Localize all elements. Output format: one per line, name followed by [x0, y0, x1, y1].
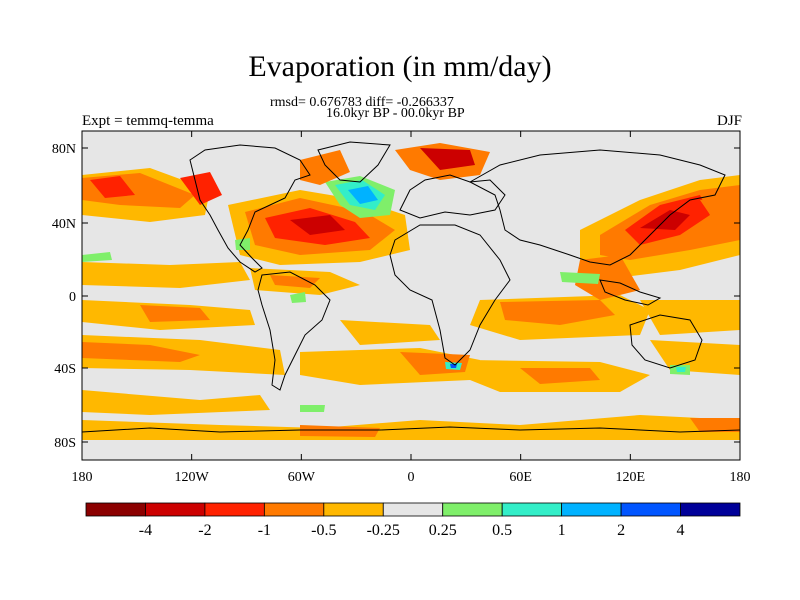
colorbar-swatch [323, 502, 384, 517]
continent-outlines [82, 141, 740, 433]
colorbar-swatch [442, 502, 503, 517]
colorbar-label: 2 [617, 522, 625, 539]
colorbar-label: 0.5 [492, 522, 512, 539]
colorbar-swatch [561, 502, 622, 517]
colorbar-swatch [204, 502, 265, 517]
lat-tick-label: 80N [52, 142, 76, 157]
maritime-continent-outline [599, 279, 662, 306]
colorbar-label: -0.5 [311, 522, 336, 539]
colorbar-label: -1 [258, 522, 271, 539]
south-america-outline [257, 271, 331, 391]
colorbar-swatch [501, 502, 563, 517]
lon-tick-label: 60W [288, 470, 316, 485]
colorbar-swatch [263, 502, 325, 517]
map-title: Evaporation (in mm/day) [248, 50, 552, 83]
lon-tick-label: 120E [616, 470, 646, 485]
europe-outline [399, 174, 506, 219]
period-subtitle: 16.0kyr BP - 00.0kyr BP [326, 106, 465, 121]
australia-outline [629, 314, 703, 369]
lat-tick-label: 40S [54, 362, 76, 377]
lon-tick-label: 120W [175, 470, 210, 485]
stats-subtitle: rmsd= 0.676783 diff= -0.266337 [270, 95, 454, 110]
colorbar-swatch [382, 502, 444, 517]
latitude-axis: 80N 40N 0 40S 80S [52, 142, 740, 451]
lat-tick-label: 40N [52, 217, 76, 232]
colorbar-label: -0.25 [367, 522, 400, 539]
colorbar-swatch [145, 502, 206, 517]
lat-tick-label: 80S [54, 436, 76, 451]
greenland-outline [317, 141, 391, 183]
africa-outline [389, 224, 511, 366]
colorbar-label: 0.25 [429, 522, 457, 539]
longitude-axis: 180 120W 60W 0 60E 120E 180 [72, 131, 751, 485]
colorbar-label: -2 [198, 522, 211, 539]
experiment-label: Expt = temmq-temma [82, 113, 214, 129]
colorbar-swatch [620, 502, 681, 517]
north-america-outline [189, 144, 311, 273]
colorbar-swatch [680, 502, 741, 517]
antarctica-outline [82, 426, 740, 433]
lon-tick-label: 180 [72, 470, 93, 485]
colorbar-swatch [85, 502, 146, 517]
lon-tick-label: 0 [408, 470, 415, 485]
season-label: DJF [716, 113, 742, 129]
colorbar: -4 -2 -1 -0.5 -0.25 0.25 0.5 1 2 4 [85, 502, 741, 539]
colorbar-label: -4 [139, 522, 152, 539]
colorbar-label: 4 [677, 522, 685, 539]
asia-outline [468, 149, 726, 266]
evaporation-anomaly-field [82, 143, 740, 440]
lon-tick-label: 60E [509, 470, 532, 485]
lon-tick-label: 180 [730, 470, 751, 485]
lat-tick-label: 0 [69, 290, 76, 305]
colorbar-label: 1 [558, 522, 566, 539]
